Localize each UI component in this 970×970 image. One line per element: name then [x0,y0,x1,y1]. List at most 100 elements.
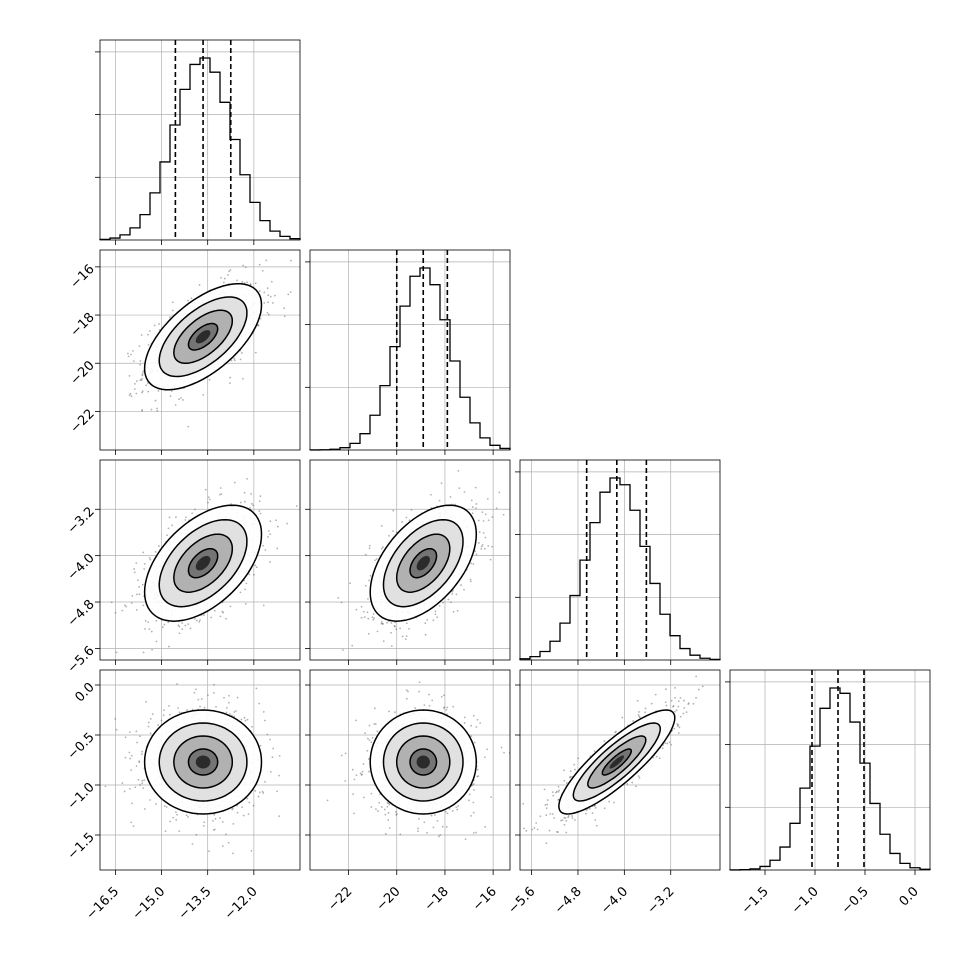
scatter-point [163,709,165,712]
scatter-point [475,831,477,834]
scatter-point [503,751,505,754]
scatter-point [155,640,158,643]
scatter-point [154,399,157,402]
scatter-point [483,756,486,759]
scatter-point [184,519,187,521]
scatter-point [148,628,151,631]
scatter-point [189,627,192,630]
scatter-point [468,799,470,802]
scatter-point [148,556,151,559]
scatter-point [458,487,461,489]
scatter-point [438,605,441,607]
scatter-point [552,794,555,797]
scatter-point [370,741,373,744]
scatter-point [239,358,242,361]
scatter-point [405,697,408,700]
scatter-point [373,723,376,725]
scatter-point [138,761,141,764]
scatter-point [137,779,140,781]
scatter-point [149,718,152,720]
scatter-point [484,825,487,828]
panel-frame [309,459,511,661]
scatter-point [263,719,266,722]
scatter-point [381,622,384,625]
contour-line [382,518,464,608]
scatter-point [355,719,358,722]
scatter-point [244,266,247,269]
scatter-point [480,545,483,548]
scatter-point [229,269,232,271]
scatter-point [178,711,181,714]
scatter-point [126,352,129,355]
scatter-point [364,732,367,735]
scatter-point [470,735,472,738]
scatter-point [441,825,444,828]
scatter-point [131,595,134,597]
scatter-point [275,519,277,522]
scatter-point [380,806,383,808]
scatter-point [384,813,387,816]
histogram-step [519,477,721,661]
scatter-point [431,699,434,702]
scatter-point [150,408,153,411]
scatter-point [176,683,178,685]
scatter-point [207,496,210,499]
scatter-point [417,827,420,830]
scatter-point [569,770,572,773]
scatter-point [495,507,498,510]
scatter-point [395,811,397,813]
scatter-point [417,830,419,833]
scatter-point [367,617,370,620]
scatter-point [140,379,143,381]
scatter-point [130,754,133,757]
scatter-point [250,502,253,505]
scatter-point [491,516,494,518]
scatter-point [269,561,271,563]
scatter-point [169,395,172,398]
scatter-point [455,806,458,809]
scatter-point [368,545,371,547]
scatter-point [259,495,262,497]
scatter-point [181,628,184,631]
scatter-point [254,564,257,567]
density-fill [195,330,211,344]
scatter-point [636,699,639,702]
x-tick-label: −16 [470,884,500,914]
scatter-point [387,812,390,814]
scatter-point [141,390,144,393]
scatter-point [369,574,372,577]
x-tick-label: −13.5 [176,884,215,923]
scatter-point [487,519,490,522]
scatter-point [373,617,375,619]
scatter-point [613,801,615,804]
scatter-point [142,551,145,554]
scatter-point [228,270,231,273]
scatter-point [565,831,568,834]
scatter-point [451,593,454,595]
scatter-point [424,622,427,624]
scatter-point [252,504,255,507]
scatter-point [374,723,377,725]
scatter-point [130,353,132,356]
scatter-point [475,726,478,728]
scatter-point [426,618,429,621]
scatter-point [267,301,269,304]
scatter-point [682,712,685,715]
scatter-point [451,590,454,593]
scatter-point [178,625,181,628]
scatter-point [283,315,286,318]
scatter-point [367,758,370,760]
scatter-point [386,801,389,804]
scatter-point [558,789,561,792]
scatter-point [654,693,657,696]
scatter-point [213,813,216,816]
scatter-point [374,559,376,562]
scatter-point [233,711,236,713]
scatter-point [243,282,246,284]
scatter-point [144,627,146,630]
scatter-point [457,805,460,807]
scatter-point [233,715,236,718]
y-tick-label: −18 [68,310,98,340]
scatter-point [264,548,267,551]
scatter-point [258,510,261,512]
